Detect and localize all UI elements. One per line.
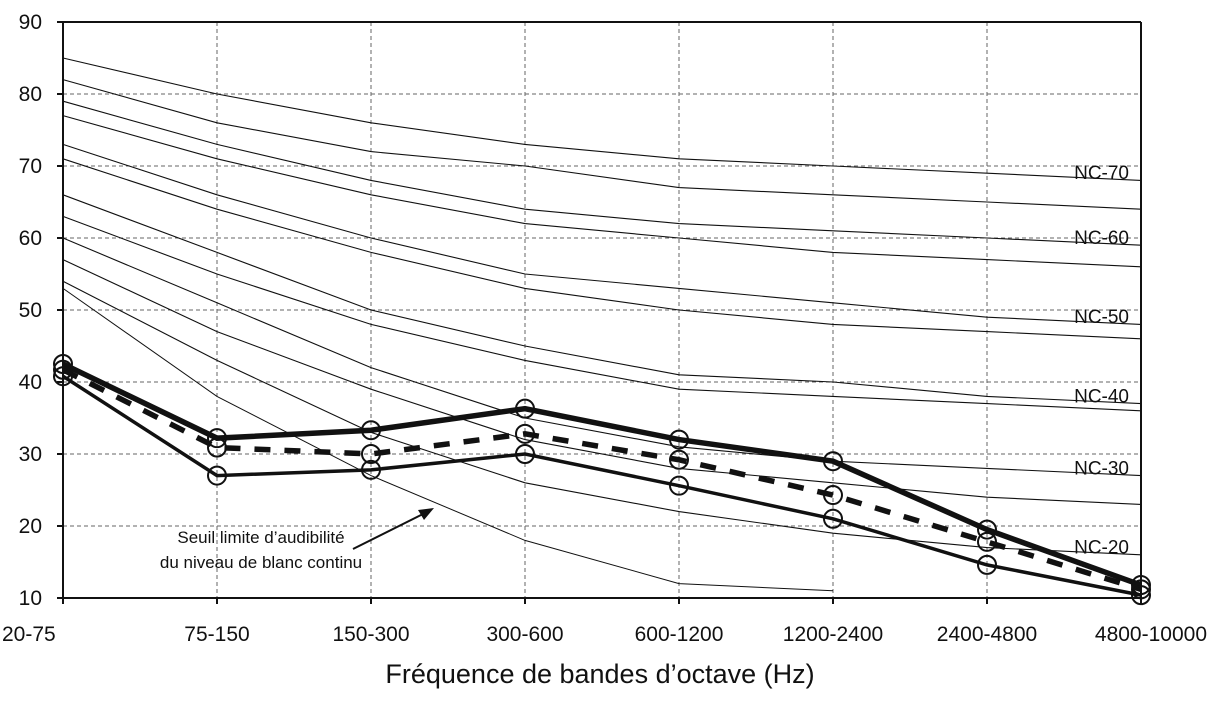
x-tick-label-4: 300-600 bbox=[486, 623, 563, 646]
y-tick-label-50: 50 bbox=[19, 299, 42, 322]
x-tick-label-2: 75-150 bbox=[184, 623, 249, 646]
series-3-marker-6 bbox=[823, 508, 843, 529]
nc-curve-5 bbox=[62, 143, 1142, 325]
y-tick-label-20: 20 bbox=[19, 515, 42, 538]
nc-curve-1 bbox=[62, 57, 1142, 181]
series-3-marker-2 bbox=[207, 465, 227, 486]
nc-curve-7 bbox=[62, 194, 1142, 405]
nc-label-nc-30: NC-30 bbox=[1074, 458, 1129, 479]
nc-curve-6 bbox=[62, 158, 1142, 340]
series-2-marker-2 bbox=[207, 437, 227, 458]
series-1-line bbox=[61, 361, 1142, 588]
series-1-marker-6 bbox=[823, 451, 843, 472]
series-1-marker-2 bbox=[207, 428, 227, 449]
annotation-arrowhead bbox=[418, 508, 434, 520]
y-tick-label-40: 40 bbox=[19, 371, 42, 394]
nc-curves bbox=[62, 57, 1142, 556]
nc-curve-10 bbox=[62, 259, 1142, 505]
nc-curve-9 bbox=[62, 237, 1142, 477]
axes bbox=[57, 21, 1142, 604]
series-3-marker-3 bbox=[361, 459, 381, 480]
x-tick-label-7: 2400-4800 bbox=[937, 623, 1037, 646]
series-3-line bbox=[62, 374, 1142, 597]
threshold-line bbox=[62, 287, 834, 592]
series-1-marker-3 bbox=[361, 420, 381, 441]
y-tick-label-70: 70 bbox=[19, 155, 42, 178]
y-tick-label-10: 10 bbox=[19, 587, 42, 610]
nc-label-nc-40: NC-40 bbox=[1074, 386, 1129, 407]
y-tick-label-80: 80 bbox=[19, 83, 42, 106]
nc-curve-2 bbox=[62, 79, 1142, 210]
threshold-curve bbox=[62, 287, 834, 592]
series-2-line bbox=[61, 367, 1142, 592]
series-2-marker-4 bbox=[515, 423, 535, 444]
annotation: Seuil limite d’audibilité du niveau de b… bbox=[160, 508, 434, 572]
y-tick-label-30: 30 bbox=[19, 443, 42, 466]
series-2-marker-6 bbox=[823, 485, 843, 506]
series-2-marker-3 bbox=[361, 444, 381, 464]
x-tick-label-6: 1200-2400 bbox=[783, 623, 883, 646]
nc-label-nc-70: NC-70 bbox=[1074, 163, 1129, 184]
nc-curve-4 bbox=[62, 115, 1142, 268]
y-tick-label-90: 90 bbox=[19, 11, 42, 34]
x-axis-title: Fréquence de bandes d’octave (Hz) bbox=[385, 659, 814, 689]
x-tick-label-5: 600-1200 bbox=[635, 623, 724, 646]
nc-label-nc-50: NC-50 bbox=[1074, 307, 1129, 328]
series-1-marker-5 bbox=[669, 429, 689, 450]
nc-label-nc-60: NC-60 bbox=[1074, 228, 1129, 249]
x-tick-label-3: 150-300 bbox=[332, 623, 409, 646]
series-1-marker-4 bbox=[515, 398, 535, 419]
series-3-marker-7 bbox=[977, 554, 997, 575]
series-3-marker-5 bbox=[669, 475, 689, 496]
y-tick-label-60: 60 bbox=[19, 227, 42, 250]
nc-curve-3 bbox=[62, 100, 1142, 246]
series-2-marker-5 bbox=[669, 449, 689, 470]
series-3-marker-4 bbox=[515, 444, 535, 464]
annotation-line-2: du niveau de blanc continu bbox=[160, 553, 362, 572]
series-1-marker-7 bbox=[977, 519, 997, 540]
x-tick-label-1: 20-75 bbox=[2, 623, 56, 646]
grid bbox=[63, 22, 1141, 598]
x-tick-label-8: 4800-10000 bbox=[1095, 623, 1207, 646]
series-2-marker-7 bbox=[977, 531, 997, 552]
nc-curve-8 bbox=[62, 215, 1142, 412]
annotation-line-1: Seuil limite d’audibilité bbox=[177, 528, 344, 547]
annotation-arrow bbox=[352, 513, 424, 550]
nc-curve-11 bbox=[62, 280, 1142, 556]
nc-label-nc-20: NC-20 bbox=[1074, 538, 1129, 559]
labels: 10 20 30 40 50 60 70 80 90 20-75 75-150 150-300 300-… bbox=[2, 11, 1207, 646]
